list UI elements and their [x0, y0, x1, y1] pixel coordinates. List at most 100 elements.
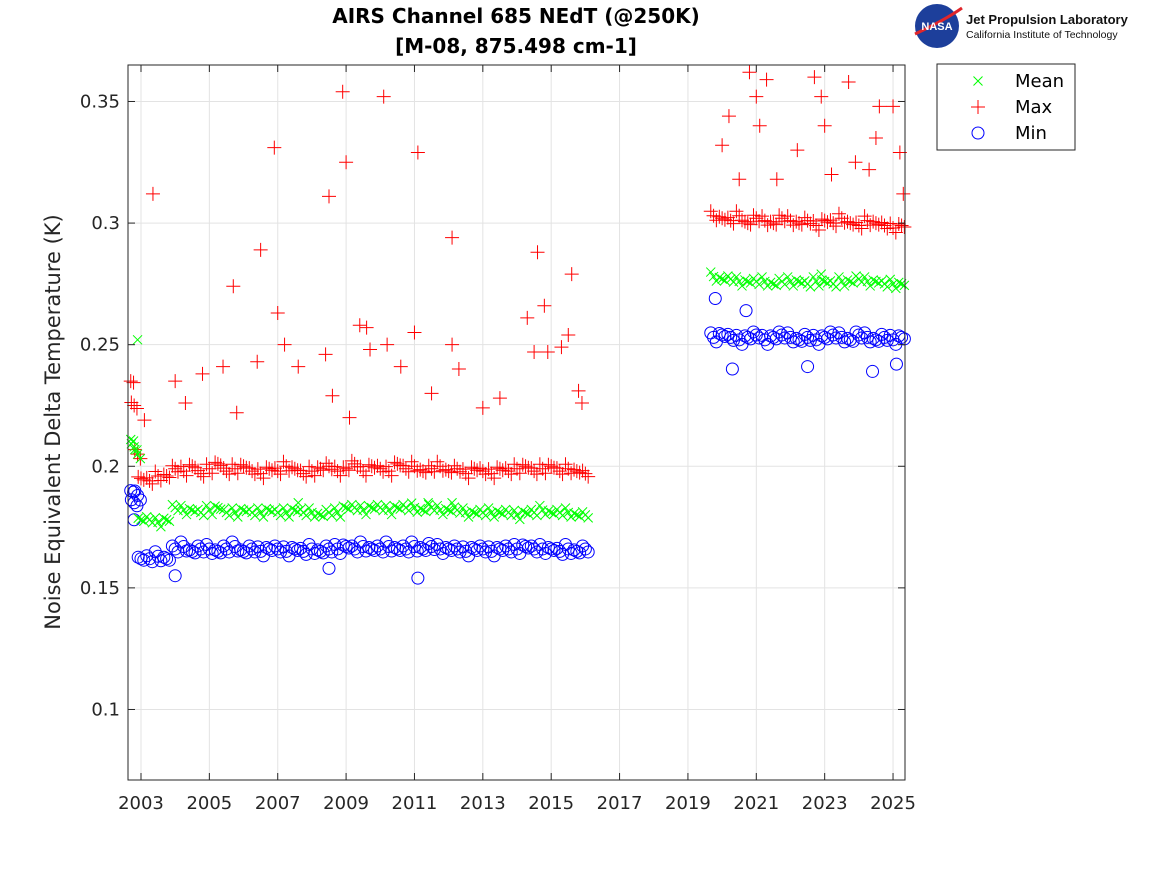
min-point — [838, 335, 852, 349]
mean-point — [514, 514, 525, 525]
mean-outlier-point — [423, 497, 433, 508]
max-point — [552, 464, 567, 479]
max-outlier-point — [571, 383, 586, 398]
max-point — [216, 461, 231, 476]
mean-point — [765, 277, 776, 288]
jpl-institute: California Institute of Technology — [966, 29, 1118, 41]
max-point — [871, 217, 886, 232]
mean-point — [312, 508, 323, 519]
max-point — [475, 464, 490, 479]
max-point — [803, 216, 818, 231]
mean-point — [392, 502, 403, 513]
mean-point — [717, 274, 727, 284]
max-outlier-point — [814, 89, 829, 104]
max-point — [316, 463, 331, 478]
mean-point — [156, 521, 166, 532]
min-point — [715, 328, 729, 342]
mean-point — [458, 503, 468, 513]
max-point — [208, 455, 223, 470]
min-outlier-point — [411, 571, 425, 585]
mean-point — [250, 510, 260, 521]
max-point — [549, 461, 564, 476]
mean-point — [574, 511, 585, 522]
max-outlier-point — [742, 65, 757, 80]
chart-title-line2: [M-08, 875.498 cm-1] — [395, 34, 637, 58]
max-point — [273, 467, 288, 482]
min-point — [137, 553, 151, 567]
max-point — [766, 216, 781, 231]
max-point — [843, 216, 858, 231]
mean-point — [178, 505, 189, 515]
mean-point — [782, 272, 793, 282]
mean-point — [495, 507, 505, 518]
mean-point — [862, 276, 873, 287]
mean-point — [839, 281, 850, 291]
max-point — [760, 218, 775, 233]
mean-point — [215, 504, 226, 514]
max-outlier-point — [530, 245, 545, 260]
chart-title-line1: AIRS Channel 685 NEdT (@250K) — [332, 4, 700, 28]
mean-point — [281, 507, 292, 518]
max-outlier-point — [407, 325, 422, 340]
nasa-jpl-logo: NASA Jet Propulsion Laboratory Californi… — [914, 4, 1129, 48]
mean-point — [420, 506, 431, 517]
mean-point — [745, 278, 756, 288]
max-outlier-point — [445, 230, 460, 245]
mean-point — [546, 507, 557, 518]
max-point — [524, 461, 539, 476]
max-point — [797, 210, 812, 225]
mean-point — [275, 510, 286, 521]
min-point — [749, 328, 763, 342]
max-outlier-point — [790, 143, 805, 158]
mean-point — [161, 514, 172, 525]
mean-point — [785, 276, 796, 287]
mean-point — [560, 503, 571, 513]
mean-point — [235, 503, 246, 514]
min-outlier-point — [725, 362, 739, 376]
max-outlier-point — [137, 413, 152, 428]
mean-outlier-point — [132, 334, 143, 345]
mean-point — [301, 510, 312, 521]
mean-point — [865, 281, 876, 291]
max-point — [398, 461, 413, 476]
mean-point — [432, 500, 443, 511]
mean-point — [868, 275, 878, 285]
min-point — [265, 543, 279, 557]
max-point — [236, 459, 251, 474]
mean-point — [318, 511, 329, 522]
max-point — [367, 460, 382, 475]
max-point — [874, 215, 889, 230]
max-outlier-point — [759, 72, 774, 87]
mean-point — [224, 510, 235, 521]
x-tick-label: 2021 — [733, 793, 779, 814]
mean-point — [446, 506, 457, 517]
mean-point — [344, 504, 354, 514]
max-point — [230, 466, 245, 481]
max-outlier-point — [769, 172, 784, 187]
mean-point — [132, 444, 142, 455]
mean-point — [415, 503, 426, 514]
max-point — [387, 455, 402, 470]
max-point — [168, 461, 183, 476]
max-point — [498, 461, 513, 476]
max-point — [726, 216, 741, 231]
max-point — [555, 467, 570, 482]
mean-point — [757, 272, 767, 282]
max-point — [213, 458, 228, 473]
mean-point — [731, 272, 742, 282]
max-point — [444, 465, 459, 480]
max-outlier-point — [451, 361, 466, 376]
mean-point — [395, 504, 406, 514]
mean-point — [859, 272, 870, 282]
max-point — [470, 463, 485, 478]
mean-point — [848, 278, 858, 288]
mean-point — [232, 512, 243, 522]
max-point — [829, 219, 844, 234]
max-point — [863, 218, 878, 233]
mean-point — [836, 276, 847, 287]
legend-label-mean: Mean — [1015, 71, 1064, 92]
min-point — [519, 540, 533, 554]
mean-point — [438, 509, 448, 520]
min-point — [786, 335, 800, 349]
max-point — [717, 212, 732, 227]
